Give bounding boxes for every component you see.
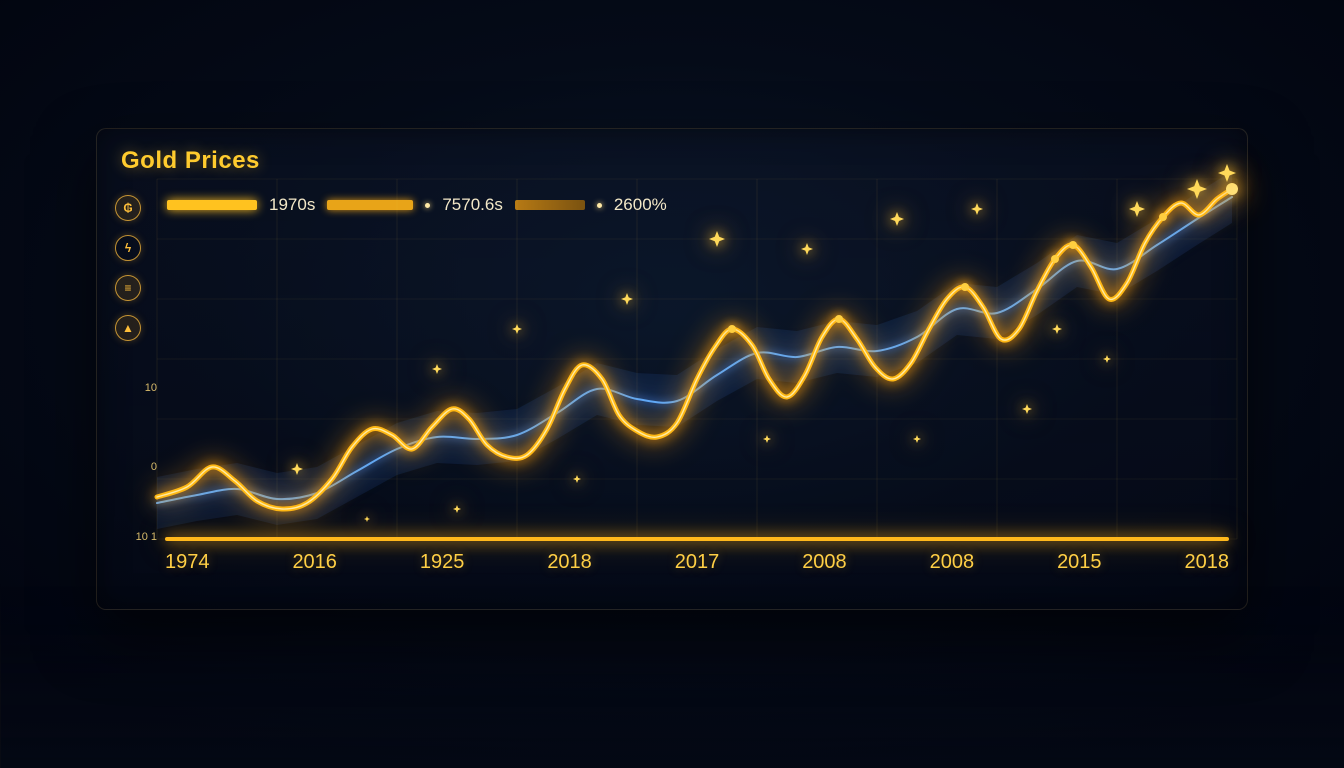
- sparkle-icon: [1022, 404, 1032, 414]
- x-tick: 2015: [1057, 551, 1102, 581]
- x-tick: 1925: [420, 551, 465, 581]
- y-tick: 0: [151, 461, 157, 473]
- sparkle-icon: [763, 435, 771, 443]
- x-tick: 2018: [1185, 551, 1230, 581]
- series-end-point: [1226, 183, 1238, 195]
- plot-area: [157, 179, 1237, 539]
- data-point: [1159, 213, 1167, 221]
- x-tick: 2008: [930, 551, 975, 581]
- chart-title: Gold Prices: [121, 147, 260, 175]
- x-axis-ticks: 1974 2016 1925 2018 2017 2008 2008 2015 2018: [165, 551, 1229, 581]
- gold-series-line: [157, 189, 1232, 509]
- x-tick: 2016: [292, 551, 337, 581]
- sparkle-icon: [913, 435, 921, 443]
- sparkle-icon: [801, 243, 813, 255]
- x-tick: 2017: [675, 551, 720, 581]
- chart-panel: Gold Prices ₲ ϟ ≡ ▲ 1970s 7570.6s 2600% …: [96, 128, 1248, 610]
- x-tick: 2018: [547, 551, 592, 581]
- y-axis-ticks: 10010 1: [123, 179, 157, 539]
- x-tick: 2008: [802, 551, 847, 581]
- data-point: [728, 325, 736, 333]
- data-point: [1051, 255, 1059, 263]
- sparkle-icon: [453, 505, 461, 513]
- y-tick: 10: [145, 382, 157, 394]
- gold-series-core: [157, 189, 1232, 509]
- x-tick: 1974: [165, 551, 210, 581]
- sparkle-icon: [971, 203, 983, 215]
- sparkle-icon: [432, 364, 442, 374]
- data-point: [1069, 241, 1077, 249]
- sparkle-icon: [364, 516, 370, 522]
- sparkle-icon: [890, 212, 904, 226]
- sparkle-icon: [573, 475, 581, 483]
- x-axis-line: [165, 537, 1229, 541]
- sparkle-icon: [709, 231, 725, 247]
- data-point: [835, 315, 843, 323]
- y-tick: 10 1: [136, 531, 157, 543]
- data-point: [961, 283, 969, 291]
- plot-svg: [157, 179, 1237, 539]
- sparkle-icon: [512, 324, 522, 334]
- sparkle-icon: [621, 293, 633, 305]
- sparkle-icon: [1103, 355, 1111, 363]
- sparkle-icon: [1129, 201, 1145, 217]
- sparkle-icon: [1052, 324, 1062, 334]
- blue-band: [157, 171, 1232, 529]
